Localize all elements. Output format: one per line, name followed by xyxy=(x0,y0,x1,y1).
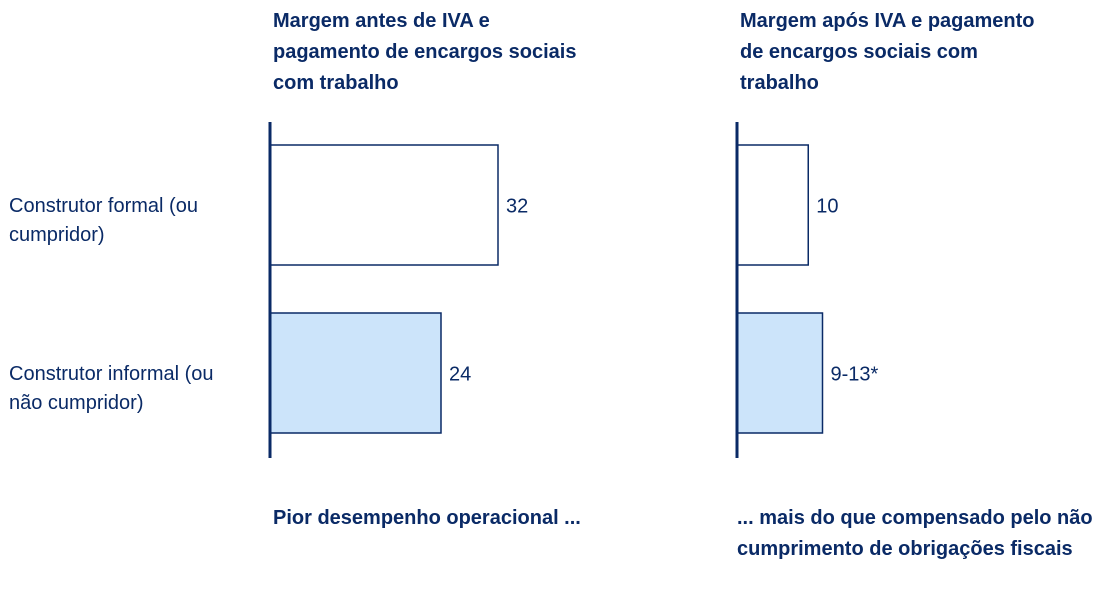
bar xyxy=(736,312,824,434)
bar xyxy=(736,144,809,266)
category-label: Construtor formal (ou cumpridor) xyxy=(9,195,198,246)
annotation: Pior desempenho operacional ... xyxy=(273,507,581,529)
value-label: 9-13* xyxy=(831,363,879,385)
value-label: 24 xyxy=(449,363,471,385)
annotation: ... mais do que compensado pelo não cump… xyxy=(737,507,1093,560)
bar xyxy=(269,144,499,266)
value-label: 10 xyxy=(816,195,838,217)
bar xyxy=(269,312,442,434)
value-label: 32 xyxy=(506,195,528,217)
panel-title: Margem após IVA e pagamento de encargos … xyxy=(740,10,1035,94)
panel-title: Margem antes de IVA e pagamento de encar… xyxy=(273,10,577,94)
category-label: Construtor informal (ou não cumpridor) xyxy=(9,363,214,414)
